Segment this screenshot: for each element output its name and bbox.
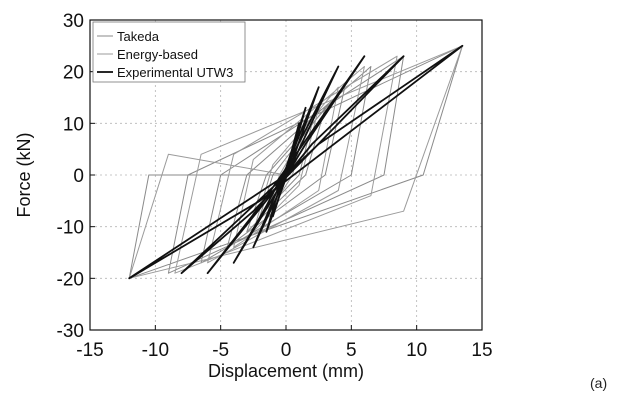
legend-label-1: Takeda xyxy=(117,29,160,44)
series-line-1 xyxy=(128,45,463,279)
y-tick-label: -30 xyxy=(57,321,84,342)
legend-box xyxy=(92,21,246,83)
x-axis-label: Displacement (mm) xyxy=(208,361,364,381)
ticks-layer: -15 -10 -5 0 5 10 15 -30 -20 -10 0 10 20 30 xyxy=(57,11,493,361)
x-tick-label: -5 xyxy=(212,340,229,361)
x-tick-label: 0 xyxy=(281,340,292,361)
y-tick-label: 20 xyxy=(63,63,84,84)
x-tick-label: -10 xyxy=(142,340,169,361)
y-tick-label: 10 xyxy=(63,114,84,135)
x-tick-label: 10 xyxy=(406,340,427,361)
panel-label: (a) xyxy=(590,375,607,391)
y-tick-label: -20 xyxy=(57,269,84,290)
y-tick-label: 30 xyxy=(63,11,84,32)
legend-label-2: Energy-based xyxy=(117,47,198,62)
y-tick-label: -10 xyxy=(57,218,84,239)
series-layer xyxy=(128,44,464,280)
y-tick-label: 0 xyxy=(73,166,84,187)
x-tick-label: -15 xyxy=(76,340,103,361)
x-tick-label: 15 xyxy=(471,340,492,361)
legend: Takeda Energy-based Experimental UTW3 xyxy=(92,21,246,83)
y-axis-label: Force (kN) xyxy=(14,133,34,218)
x-tick-label: 5 xyxy=(346,340,357,361)
legend-label-3: Experimental UTW3 xyxy=(117,65,233,80)
series-line-3 xyxy=(128,44,464,280)
